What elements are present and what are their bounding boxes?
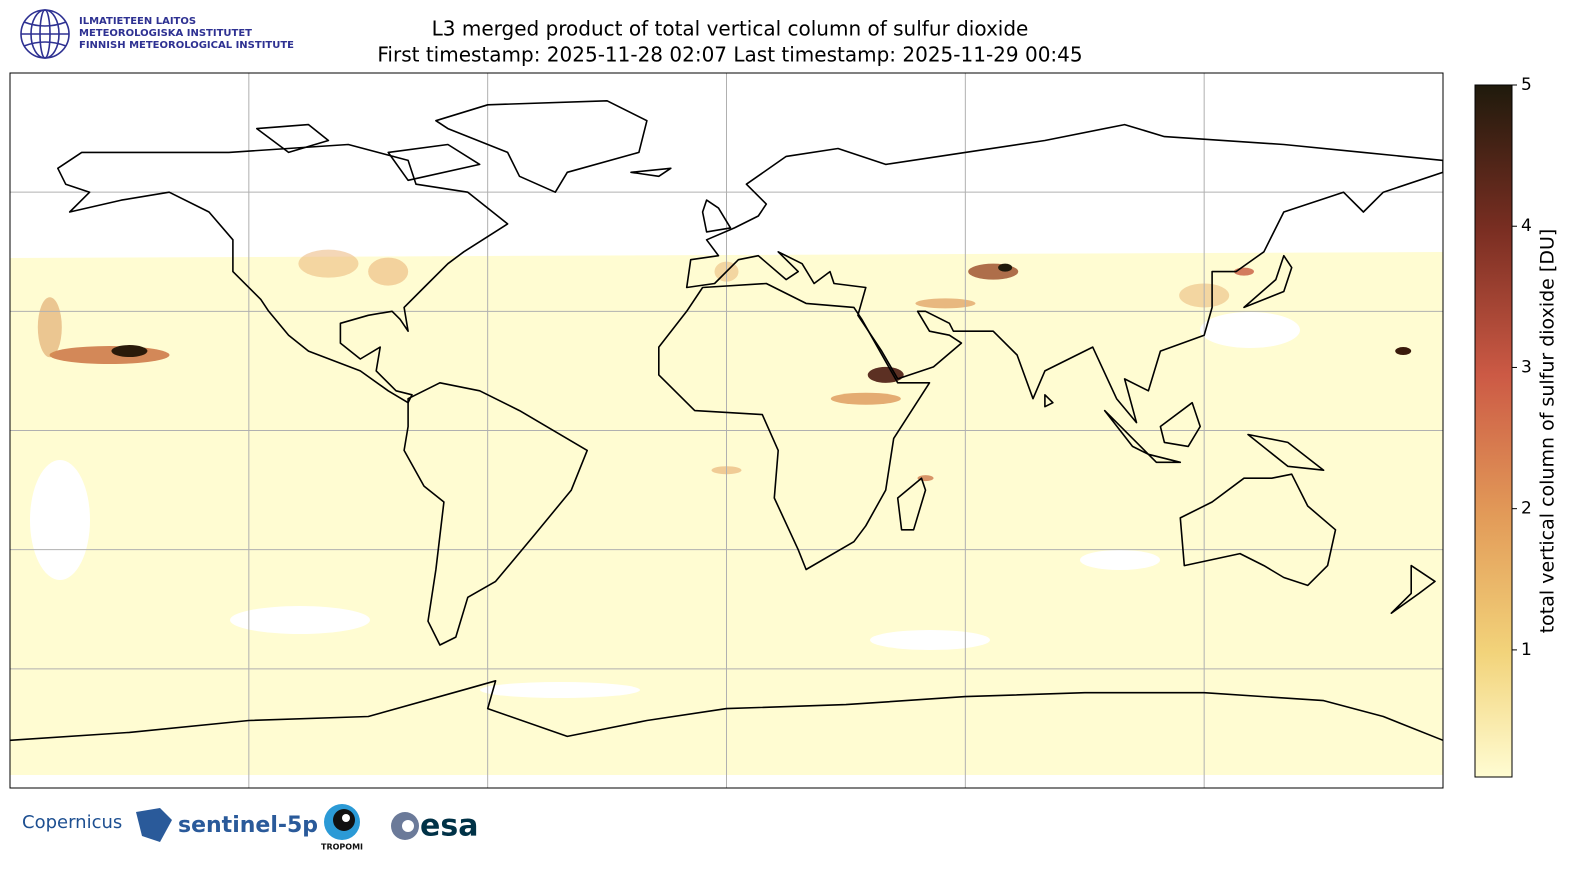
esa-logo: esa <box>420 809 478 844</box>
coastlines <box>10 100 1443 742</box>
institute-line: METEOROLOGISKA INSTITUTET <box>79 28 252 39</box>
coastline <box>685 123 1443 424</box>
so2-plume <box>830 392 901 405</box>
colorbar-tick-label: 2 <box>1521 499 1532 519</box>
coastline <box>403 382 588 646</box>
coastline <box>1179 473 1337 587</box>
subtitle: First timestamp: 2025-11-28 02:07 Last t… <box>377 43 1082 67</box>
colorbar-tick-label: 5 <box>1521 75 1532 95</box>
coastline <box>10 680 1443 742</box>
so2-plume <box>867 366 904 383</box>
sentinel-icon <box>136 808 172 842</box>
fmi-logo <box>20 9 70 59</box>
coastline <box>57 143 509 404</box>
colorbar-gradient <box>1474 84 1513 778</box>
colorbar-tick-label: 4 <box>1521 216 1532 236</box>
so2-plume <box>1395 347 1412 356</box>
coastline <box>701 199 732 233</box>
coastline <box>1247 433 1325 471</box>
coastline <box>1243 254 1293 309</box>
institute-line: ILMATIETEEN LAITOS <box>79 16 196 27</box>
colorbar-label: total vertical column of sulfur dioxide … <box>1537 229 1559 634</box>
colorbar: 1 2 3 4 5 <box>1474 75 1532 778</box>
graticule <box>10 73 1443 788</box>
title: L3 merged product of total vertical colu… <box>432 17 1029 41</box>
tropomi-logo: TROPOMI <box>321 843 363 852</box>
coastline <box>256 123 330 154</box>
esa-icon <box>391 812 419 840</box>
institute-line: FINNISH METEOROLOGICAL INSTITUTE <box>79 40 294 51</box>
coastline <box>387 143 481 182</box>
so2-plume <box>111 345 148 358</box>
so2-plume <box>37 297 62 358</box>
coastline <box>1044 394 1054 408</box>
coastline <box>896 477 927 531</box>
coastline <box>1103 409 1150 456</box>
tropomi-icon <box>324 804 360 840</box>
coastline <box>658 282 931 571</box>
copernicus-logo: Copernicus <box>22 812 122 833</box>
map-frame <box>9 72 1444 789</box>
coastline <box>1390 564 1436 614</box>
so2-plume <box>915 298 976 309</box>
colorbar-tick-label: 3 <box>1521 357 1532 377</box>
map <box>10 73 1443 788</box>
so2-plume <box>998 263 1013 272</box>
so2-plume <box>49 346 170 365</box>
coastline <box>435 100 648 193</box>
colorbar-tick-label: 1 <box>1521 640 1532 660</box>
sentinel-logo: sentinel-5p <box>178 813 318 838</box>
coastline <box>630 167 672 178</box>
so2-plume <box>368 257 409 286</box>
so2-plume <box>298 249 359 278</box>
coastline <box>1159 401 1201 448</box>
coastline <box>1147 453 1182 464</box>
